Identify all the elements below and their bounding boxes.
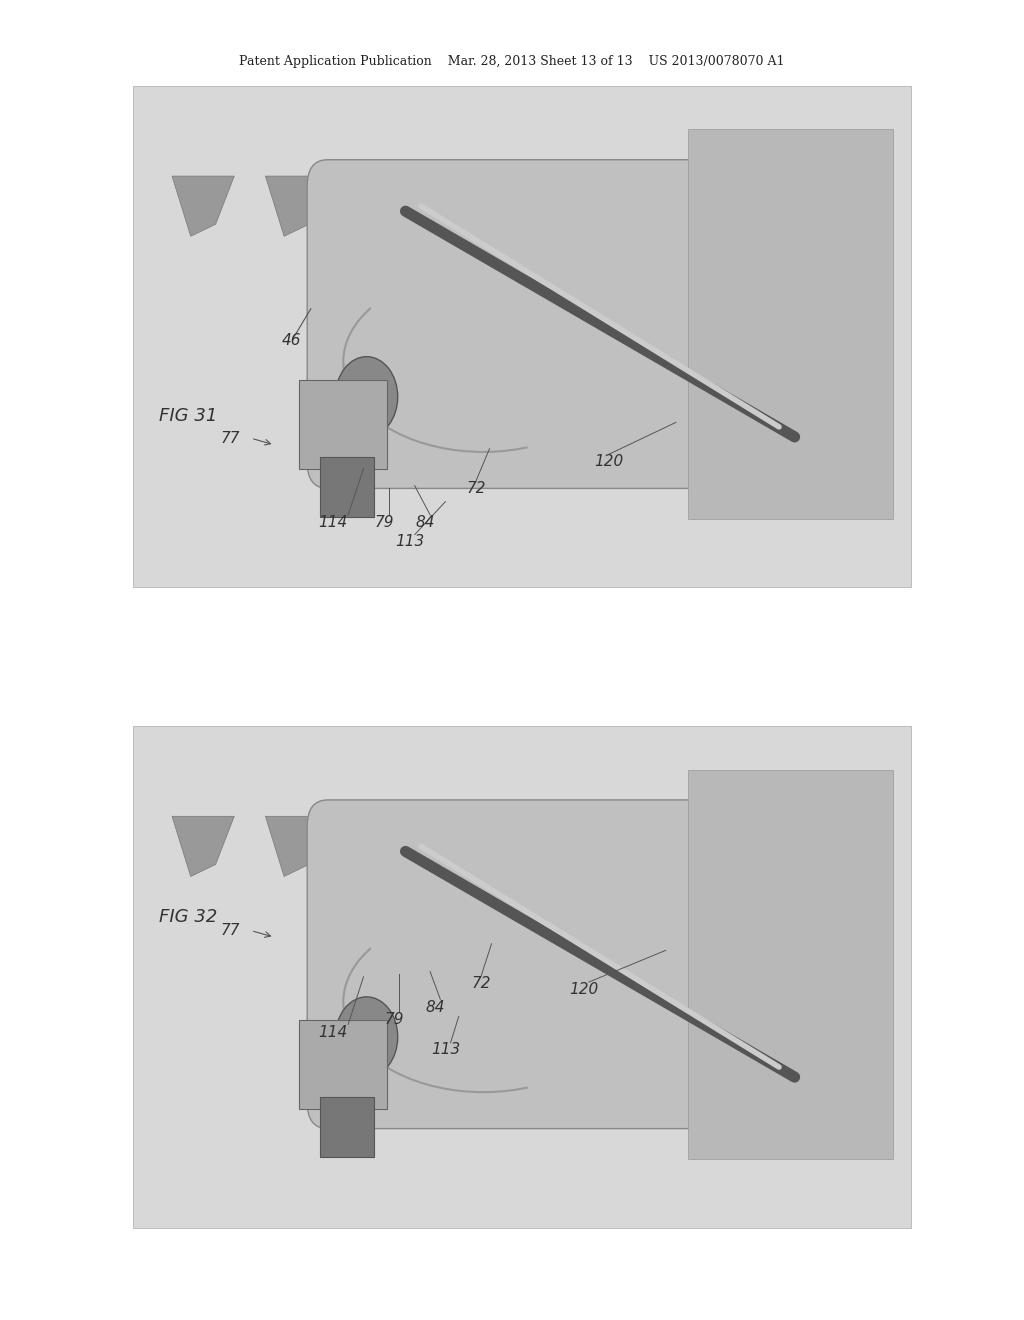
Polygon shape: [639, 816, 701, 876]
Polygon shape: [172, 176, 234, 236]
Text: 84: 84: [425, 999, 445, 1015]
Text: 79: 79: [374, 515, 394, 531]
Polygon shape: [358, 176, 421, 236]
Text: Patent Application Publication    Mar. 28, 2013 Sheet 13 of 13    US 2013/007807: Patent Application Publication Mar. 28, …: [240, 55, 784, 69]
Text: 79: 79: [384, 1011, 404, 1027]
Text: 46: 46: [282, 333, 302, 348]
Point: [399, 843, 412, 859]
Polygon shape: [453, 816, 514, 876]
Bar: [319, 457, 375, 517]
Circle shape: [336, 356, 397, 437]
Point: [773, 418, 785, 434]
Polygon shape: [453, 176, 514, 236]
Text: 72: 72: [466, 480, 486, 496]
FancyBboxPatch shape: [133, 86, 911, 587]
Polygon shape: [546, 176, 608, 236]
Polygon shape: [825, 176, 888, 236]
Polygon shape: [732, 816, 795, 876]
Point: [788, 429, 801, 445]
Text: 77: 77: [220, 923, 241, 939]
Point: [415, 198, 427, 214]
FancyBboxPatch shape: [133, 726, 911, 1228]
Text: 120: 120: [595, 454, 624, 470]
FancyBboxPatch shape: [688, 770, 893, 1159]
FancyBboxPatch shape: [688, 129, 893, 519]
Line: 2 pts: 2 pts: [406, 211, 795, 437]
FancyBboxPatch shape: [307, 800, 776, 1129]
Polygon shape: [639, 176, 701, 236]
Line: 2 pts: 2 pts: [406, 851, 795, 1077]
Text: 120: 120: [569, 982, 598, 998]
Circle shape: [336, 997, 397, 1077]
FancyBboxPatch shape: [299, 1020, 387, 1109]
FancyBboxPatch shape: [307, 160, 776, 488]
Text: 114: 114: [318, 515, 347, 531]
Text: 114: 114: [318, 1024, 347, 1040]
Point: [415, 838, 427, 854]
Polygon shape: [265, 816, 328, 876]
Polygon shape: [358, 816, 421, 876]
Point: [773, 1059, 785, 1074]
Point: [399, 203, 412, 219]
FancyBboxPatch shape: [299, 380, 387, 469]
Bar: [319, 1097, 375, 1158]
Text: FIG 31: FIG 31: [159, 407, 217, 425]
Polygon shape: [265, 176, 328, 236]
Text: FIG 32: FIG 32: [159, 908, 217, 927]
Text: 84: 84: [415, 515, 435, 531]
Line: 2 pts: 2 pts: [421, 846, 779, 1067]
Polygon shape: [172, 816, 234, 876]
Polygon shape: [732, 176, 795, 236]
Polygon shape: [546, 816, 608, 876]
Text: 113: 113: [431, 1041, 460, 1057]
Polygon shape: [825, 816, 888, 876]
Line: 2 pts: 2 pts: [421, 206, 779, 426]
Text: 113: 113: [395, 533, 424, 549]
Text: 72: 72: [471, 975, 492, 991]
Point: [788, 1069, 801, 1085]
Text: 77: 77: [220, 430, 241, 446]
